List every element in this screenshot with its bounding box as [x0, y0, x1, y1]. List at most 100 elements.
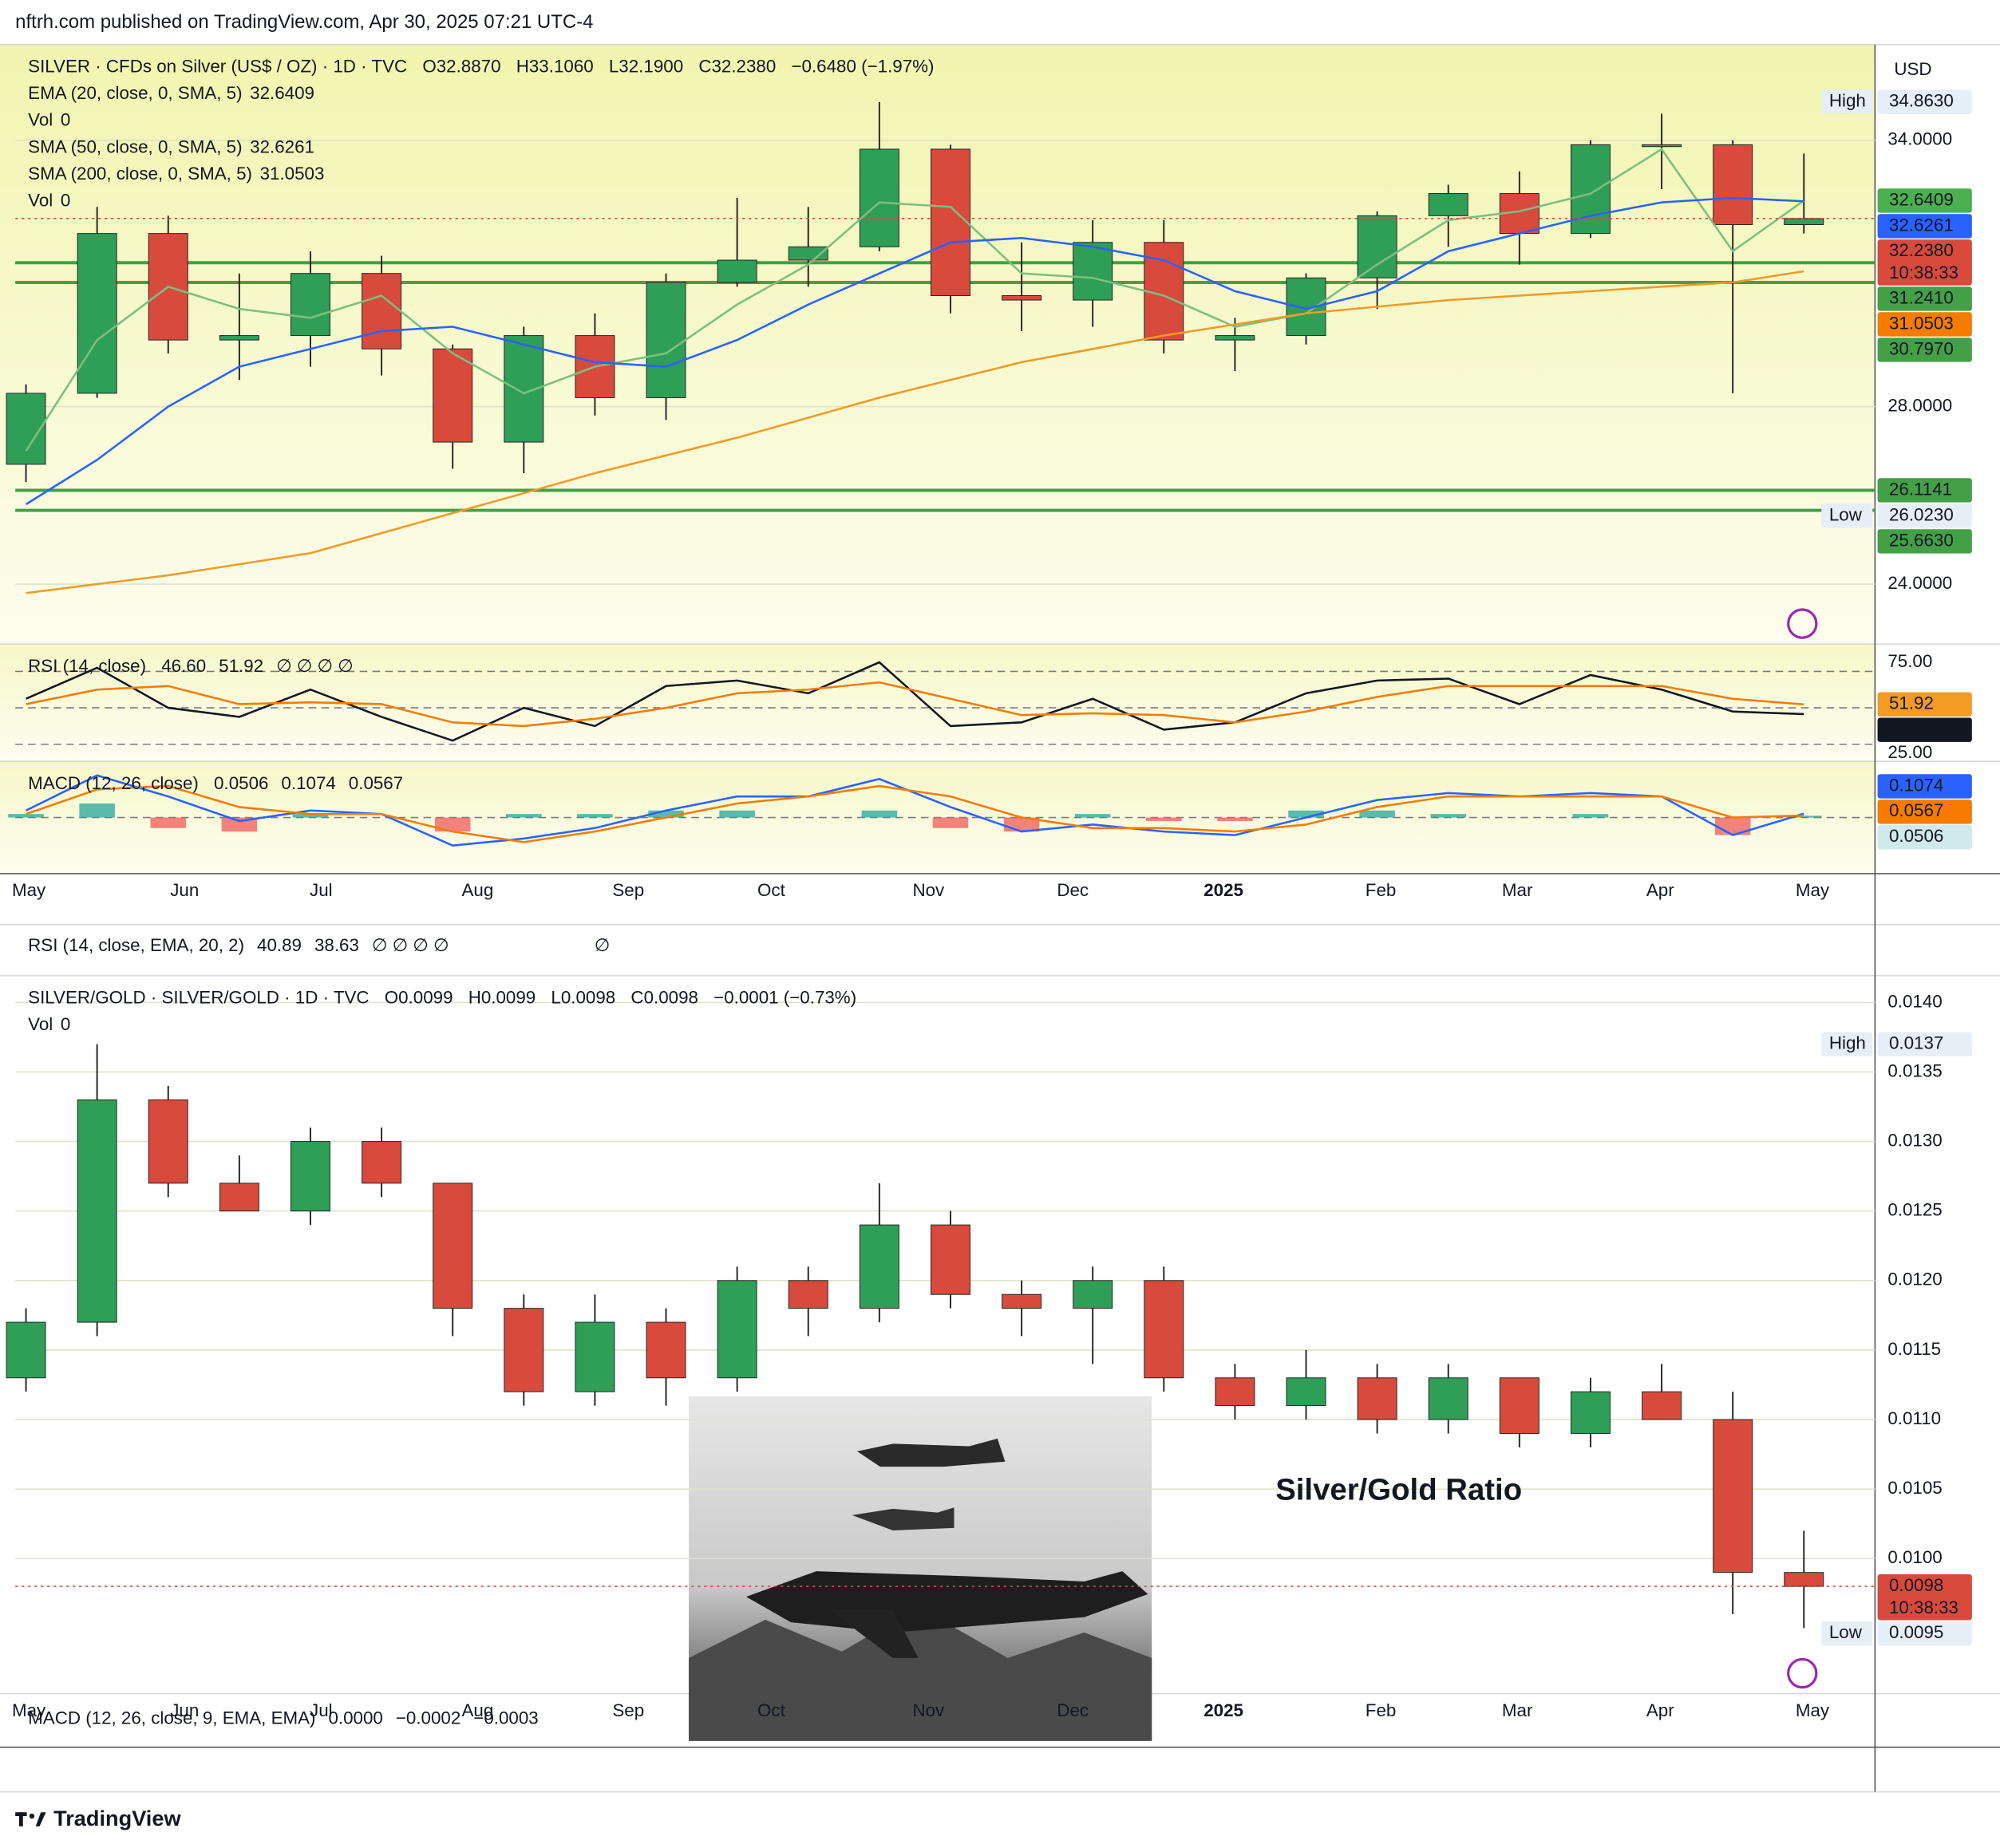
histogram-bar: [292, 814, 329, 818]
price-tag: [1877, 312, 1972, 337]
candle-body: [1215, 335, 1255, 341]
candle-body: [1428, 193, 1468, 216]
price-tag: [1877, 89, 1972, 114]
histogram-bar: [1288, 810, 1324, 818]
candle-body: [859, 1224, 899, 1309]
price-pane: [0, 44, 1875, 645]
price-tag: [1877, 239, 1972, 286]
price-tag: [1877, 529, 1972, 554]
x-tick-label: May: [1796, 1700, 1830, 1720]
price-tag-note-bg: [1821, 1032, 1873, 1056]
legend-value: 0: [61, 110, 70, 130]
x-tick-label: Feb: [1366, 880, 1397, 900]
price-tag: [1877, 1574, 1972, 1621]
histogram-bar: [648, 810, 684, 818]
candle-body: [1784, 1572, 1824, 1587]
candle-body: [1357, 215, 1397, 278]
price-tag-label: 30.7970: [1889, 338, 1954, 358]
x-tick-label: Mar: [1502, 1700, 1533, 1720]
y-tick-label: 24.0000: [1887, 573, 1952, 593]
candle-body: [362, 273, 402, 349]
price-tag-label: 34.8630: [1889, 91, 1954, 111]
histogram-bar: [8, 814, 44, 818]
histogram-bar: [1785, 815, 1822, 818]
price-tag-note-bg: [1821, 1621, 1873, 1646]
price-tag-note: Low: [1829, 504, 1863, 524]
price-tag-note-bg: [1821, 89, 1873, 114]
legend-value: 31.0503: [260, 164, 325, 184]
price-tag-label: 51.92: [1889, 693, 1934, 713]
legend-value: 0.0000: [328, 1708, 382, 1728]
legend-name: Vol: [28, 190, 53, 210]
legend-title: MACD (12, 26, close): [28, 773, 199, 793]
histogram-bar: [1359, 810, 1395, 818]
x-tick-label: Jul: [310, 880, 333, 900]
legend-name: EMA (20, close, 0, SMA, 5): [28, 83, 242, 103]
x-tick-label: Mar: [1502, 880, 1533, 900]
ohlc-value: O0.0099: [385, 987, 453, 1007]
legend-value: −0.0002: [396, 1708, 460, 1728]
series-line: [26, 681, 1804, 728]
price-tag: [1877, 692, 1972, 717]
x-tick-label: Aug: [461, 880, 493, 900]
candle-body: [148, 1099, 188, 1184]
price-tag-label: 0.0567: [1889, 800, 1943, 820]
legend-value: 40.89: [257, 935, 302, 955]
legend-value: 0: [61, 1014, 70, 1034]
candle-body: [1642, 1391, 1682, 1420]
histogram-bar: [932, 817, 969, 828]
x-tick-label: Jun: [170, 880, 199, 900]
series-line: [25, 148, 1804, 452]
y-tick-label: 0.0115: [1887, 1339, 1941, 1359]
ohlc-value: L32.1900: [609, 57, 683, 77]
legend-value: 0: [61, 190, 70, 210]
price-tag-label: 32.2380: [1889, 240, 1954, 260]
candle-body: [77, 233, 117, 394]
series-line: [26, 270, 1804, 594]
price-tag: [1877, 1032, 1972, 1056]
x-tick-label: 2025: [1204, 880, 1243, 900]
price-tag: [1877, 214, 1972, 239]
y-tick-label: 0.0110: [1887, 1408, 1941, 1428]
currency: USD: [1894, 59, 1931, 79]
histogram-bar: [1430, 814, 1466, 818]
candle-body: [930, 1224, 970, 1295]
candle-body: [1286, 277, 1326, 337]
legend-value: −0.0003: [473, 1708, 538, 1728]
x-tick-label: Feb: [1366, 1700, 1397, 1720]
candle-body: [1642, 144, 1682, 148]
price-tag: [1877, 188, 1972, 213]
legend-value: 32.6261: [250, 136, 314, 156]
candle-body: [1073, 1280, 1113, 1309]
price-tag-note: High: [1829, 1033, 1866, 1053]
price-tag-label: 46.60: [1889, 719, 1934, 739]
legend-value: 51.92: [219, 656, 263, 676]
annotation: Silver/Gold Ratio: [1275, 1473, 1522, 1507]
y-tick-label: 0.0100: [1887, 1547, 1942, 1567]
x-tick-label: May: [12, 880, 46, 900]
legend-name: SMA (50, close, 0, SMA, 5): [28, 136, 242, 156]
candle-body: [575, 1321, 615, 1392]
candle-body: [290, 273, 330, 337]
series-line: [25, 196, 1804, 506]
price-tag-label: 31.2410: [1889, 287, 1954, 307]
histogram-bar: [1572, 814, 1609, 818]
price-tag-note: High: [1829, 91, 1866, 111]
legend-value: 32.6409: [250, 83, 314, 103]
x-tick-label: 2025: [1204, 1700, 1243, 1720]
candle-body: [504, 1308, 544, 1392]
x-tick-label: Nov: [912, 880, 945, 900]
price-tag-label: 31.0503: [1889, 313, 1954, 333]
y-tick-label: 28.0000: [1887, 395, 1952, 415]
price-tag: [1877, 717, 1972, 742]
price-tag-note-bg: [1821, 503, 1873, 528]
legend-placeholder: ∅ ∅ ∅ ∅: [276, 656, 354, 676]
histogram-bar: [719, 810, 755, 818]
y-tick-label: 0.0105: [1887, 1478, 1942, 1498]
price-tag-label: 0.1074: [1889, 775, 1943, 795]
price-tag-countdown: 10:38:33: [1889, 263, 1958, 282]
histogram-bar: [577, 814, 613, 818]
histogram-bar: [861, 810, 898, 818]
